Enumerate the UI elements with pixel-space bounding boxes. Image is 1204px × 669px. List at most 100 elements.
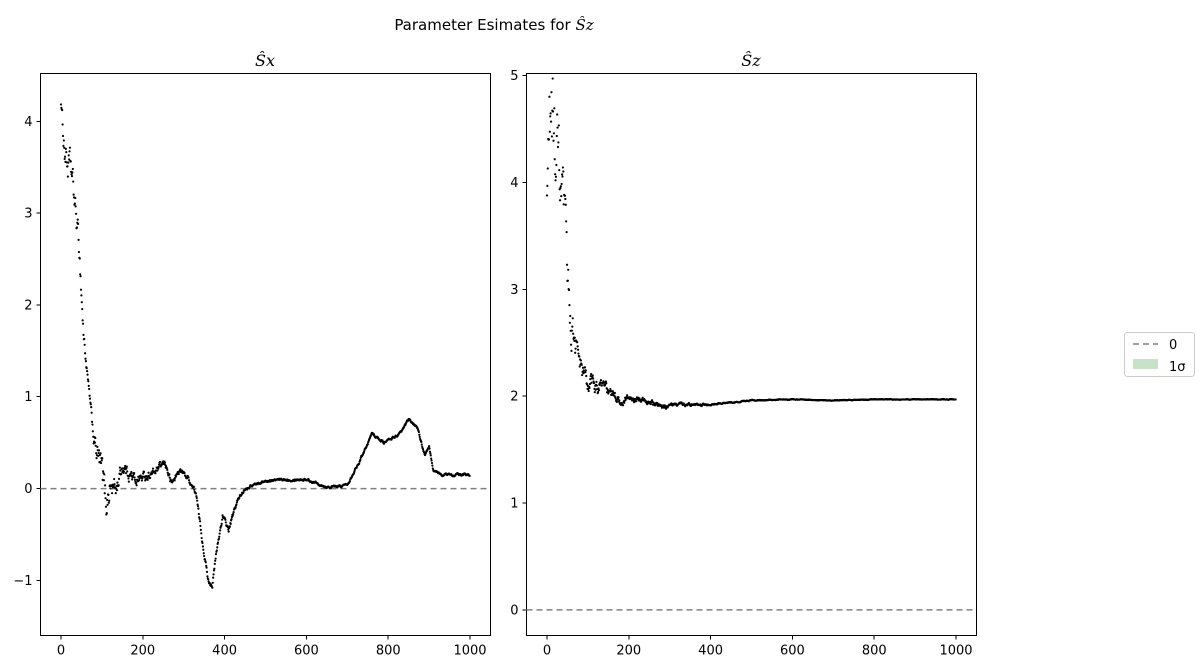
data-point: [558, 199, 562, 202]
data-point: [187, 479, 191, 482]
data-point: [76, 218, 79, 221]
data-point: [61, 123, 64, 126]
data-point: [114, 492, 117, 495]
data-point: [214, 553, 218, 556]
data-point: [546, 184, 549, 187]
data-point: [366, 443, 369, 446]
data-point: [564, 197, 567, 201]
data-point: [66, 165, 69, 168]
data-point: [77, 250, 81, 254]
data-point: [88, 387, 91, 391]
data-point: [571, 317, 574, 320]
data-point: [570, 349, 573, 352]
legend: 0 1σ: [1124, 332, 1195, 377]
data-point: [163, 461, 166, 464]
y-tick-label: 1: [24, 390, 32, 405]
data-point: [151, 472, 154, 475]
data-point: [232, 512, 235, 516]
y-tick-label: 2: [510, 390, 518, 405]
data-point: [561, 166, 565, 169]
data-point: [594, 388, 597, 391]
data-point: [214, 559, 217, 562]
data-point: [562, 203, 565, 206]
data-point: [611, 390, 614, 393]
data-point: [428, 447, 431, 450]
data-point: [214, 557, 217, 560]
data-point: [641, 396, 644, 399]
data-point: [353, 469, 356, 472]
data-point: [559, 185, 562, 188]
subplot-title-sx: Ŝx: [255, 50, 275, 70]
data-point: [133, 478, 137, 481]
data-point: [591, 374, 594, 377]
data-point: [91, 423, 94, 426]
data-point: [80, 301, 83, 304]
data-point: [420, 443, 423, 446]
y-tick-label: 2: [24, 298, 32, 313]
data-point: [91, 430, 94, 433]
data-point: [127, 477, 130, 480]
data-point: [109, 487, 112, 490]
data-point: [62, 144, 65, 147]
data-point: [95, 457, 98, 460]
data-point: [166, 471, 169, 474]
data-point: [81, 319, 84, 322]
data-point: [130, 470, 133, 474]
data-point: [211, 586, 214, 589]
data-point: [430, 461, 434, 465]
data-point: [196, 505, 200, 508]
data-point: [613, 391, 616, 395]
data-point: [157, 465, 160, 469]
data-point: [565, 220, 568, 223]
data-point: [101, 457, 104, 460]
axes-frame-sz: [526, 73, 977, 636]
data-point: [639, 400, 643, 403]
data-point: [550, 135, 553, 138]
data-point: [431, 464, 434, 467]
data-point: [71, 167, 74, 171]
data-point: [97, 451, 100, 455]
data-point: [74, 205, 77, 208]
data-point: [65, 151, 68, 154]
xticks-sx: 0 200 400 600 800 1000: [57, 635, 487, 659]
data-point: [94, 436, 97, 440]
data-point: [558, 169, 561, 172]
data-point: [70, 174, 74, 178]
data-point: [235, 501, 238, 504]
data-point: [213, 567, 216, 570]
data-point: [99, 461, 103, 465]
data-point: [122, 470, 126, 473]
data-point: [242, 491, 245, 494]
data-point: [80, 294, 83, 297]
data-point: [168, 476, 171, 479]
data-point: [216, 541, 220, 544]
x-tick-label: 400: [698, 644, 723, 659]
data-point: [417, 430, 421, 434]
panel-sz: Ŝz 0 200 400 600 800 1000 0 1 2 3 4 5: [510, 50, 977, 659]
data-point: [140, 479, 144, 482]
data-point: [74, 212, 78, 215]
data-point: [576, 341, 579, 344]
data-point: [87, 380, 90, 383]
data-point: [358, 462, 361, 465]
data-point: [77, 238, 80, 241]
axes-frame-sx: [40, 73, 491, 636]
data-point: [166, 468, 169, 471]
data-point: [583, 366, 587, 369]
data-point: [621, 404, 625, 407]
data-point: [107, 493, 110, 496]
data-point: [549, 115, 552, 118]
data-point: [198, 516, 201, 519]
data-point: [112, 484, 115, 488]
data-point: [202, 552, 205, 555]
data-point: [90, 406, 93, 409]
data-point: [205, 570, 209, 573]
data-point: [565, 231, 568, 234]
data-point: [582, 369, 585, 372]
data-point: [101, 470, 105, 473]
data-point: [211, 581, 214, 584]
data-point: [100, 459, 103, 462]
data-point: [110, 492, 114, 495]
data-point: [954, 398, 957, 401]
